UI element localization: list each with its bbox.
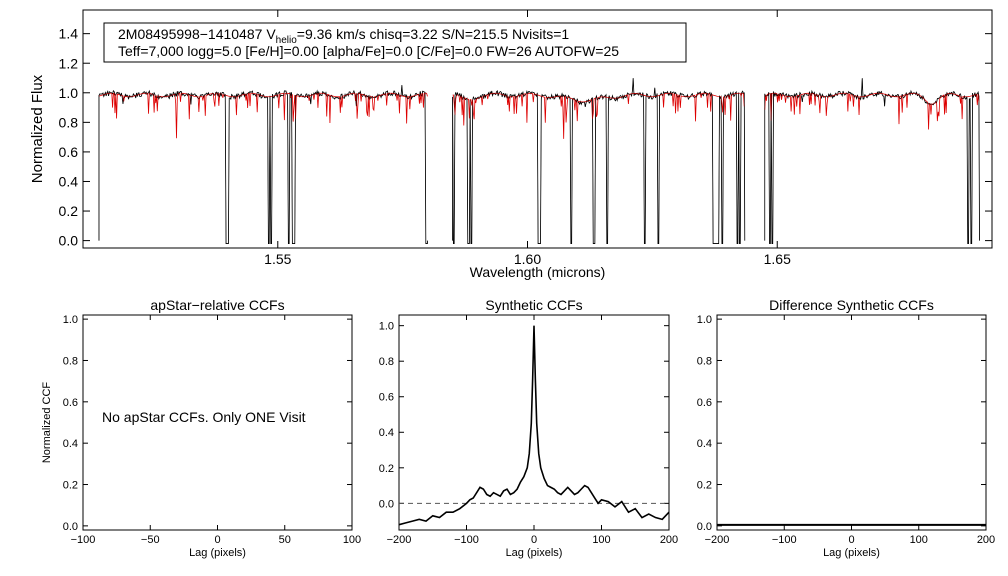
y-axis-label: Normalized Flux bbox=[29, 74, 46, 183]
x-tick-label: 50 bbox=[279, 534, 291, 546]
info-line-1: 2M08495998−1410487 Vhelio=9.36 km/s chis… bbox=[118, 26, 569, 46]
x-tick-label: 100 bbox=[343, 534, 361, 546]
y-tick-label: 0.0 bbox=[63, 521, 78, 533]
y-tick-label: 0.0 bbox=[379, 498, 394, 510]
observed-spectrum-overlay bbox=[452, 78, 746, 244]
y-tick-label: 0.0 bbox=[697, 521, 712, 533]
y-tick-label: 1.0 bbox=[63, 314, 78, 326]
info-box bbox=[103, 22, 687, 63]
x-axis-label: Wavelength (microns) bbox=[470, 264, 606, 280]
y-tick-label: 0.6 bbox=[379, 392, 394, 404]
plot-title: Synthetic CCFs bbox=[485, 297, 582, 313]
x-axis-label: Lag (pixels) bbox=[506, 547, 563, 559]
y-tick-label: 1.0 bbox=[59, 85, 79, 101]
x-axis-label: Lag (pixels) bbox=[823, 547, 880, 559]
synthetic-ccf-plot: −200 −100 0 100 200 0.0 0.2 0.4 0.6 0.8 1.0 Lag (pi… bbox=[379, 297, 678, 559]
v-value: =9.36 km/s chisq=3.22 S/N=215.5 Nvisits=… bbox=[297, 26, 570, 42]
y-tick-label: 0.6 bbox=[59, 144, 79, 160]
x-tick-label: 1.65 bbox=[764, 251, 791, 267]
x-tick-label: −100 bbox=[772, 534, 797, 546]
difference-ccf-plot: −200 −100 0 100 200 0.0 0.2 0.4 0.6 0.8 1.0 Lag (pi… bbox=[697, 297, 995, 559]
x-tick-label: 100 bbox=[910, 534, 928, 546]
x-tick-label: −50 bbox=[141, 534, 160, 546]
x-tick-label: −200 bbox=[705, 534, 730, 546]
y-tick-label: 0.2 bbox=[59, 203, 79, 219]
x-tick-label: 100 bbox=[592, 534, 610, 546]
spectrum-plot: 1.55 1.60 1.65 0.0 0.2 0.4 0.6 0.8 1.0 1.2 1.4 Wave… bbox=[29, 9, 993, 280]
y-tick-label: 0.8 bbox=[59, 114, 79, 130]
x-tick-label: 200 bbox=[977, 534, 995, 546]
model-spectrum-line bbox=[764, 92, 980, 130]
y-tick-label: 0.4 bbox=[379, 427, 394, 439]
y-tick-label: 1.4 bbox=[59, 26, 79, 42]
x-tick-label: −200 bbox=[387, 534, 412, 546]
observed-spectrum-overlay bbox=[764, 78, 980, 244]
plot-title: apStar−relative CCFs bbox=[150, 297, 284, 313]
y-tick-label: 0.4 bbox=[697, 438, 712, 450]
y-tick-label: 0.8 bbox=[697, 355, 712, 367]
v-label: V bbox=[266, 26, 276, 42]
apstar-ccf-plot: −100 −50 0 50 100 0.0 0.2 0.4 0.6 0.8 1.0 Lag (pixe… bbox=[41, 297, 361, 559]
y-tick-label: 0.4 bbox=[63, 438, 78, 450]
synthetic-ccf-line bbox=[398, 325, 670, 526]
no-ccf-annotation: No apStar CCFs. Only ONE Visit bbox=[102, 409, 306, 425]
x-tick-label: 1.55 bbox=[264, 251, 291, 267]
y-tick-label: 0.2 bbox=[63, 479, 78, 491]
plot-title: Difference Synthetic CCFs bbox=[769, 297, 934, 313]
y-tick-label: 0.6 bbox=[63, 397, 78, 409]
observed-spectrum-overlay bbox=[98, 85, 428, 244]
x-axis-label: Lag (pixels) bbox=[189, 547, 246, 559]
x-tick-label: 0 bbox=[214, 534, 220, 546]
y-tick-label: 0.2 bbox=[697, 479, 712, 491]
v-subscript: helio bbox=[276, 35, 298, 46]
y-tick-label: 1.0 bbox=[379, 321, 394, 333]
y-tick-label: 0.8 bbox=[63, 355, 78, 367]
info-line-2: Teff=7,000 logg=5.0 [Fe/H]=0.00 [alpha/F… bbox=[118, 43, 619, 59]
x-tick-label: 200 bbox=[660, 534, 678, 546]
y-tick-label: 0.4 bbox=[59, 174, 79, 190]
observed-spectrum-line bbox=[452, 78, 746, 244]
y-tick-label: 1.0 bbox=[697, 314, 712, 326]
x-tick-label: 0 bbox=[848, 534, 854, 546]
x-tick-label: 0 bbox=[531, 534, 537, 546]
model-spectrum-line bbox=[452, 92, 745, 139]
star-id: 2M08495998−1410487 bbox=[118, 26, 266, 42]
x-tick-label: −100 bbox=[71, 534, 96, 546]
y-tick-label: 0.2 bbox=[379, 463, 394, 475]
plot-frame bbox=[716, 314, 987, 531]
plot-frame bbox=[82, 9, 993, 249]
y-axis-label: Normalized CCF bbox=[41, 382, 53, 464]
y-tick-label: 0.6 bbox=[697, 397, 712, 409]
x-tick-label: −100 bbox=[454, 534, 479, 546]
y-tick-label: 0.0 bbox=[59, 233, 79, 249]
y-tick-label: 1.2 bbox=[59, 55, 79, 71]
model-spectrum-line bbox=[98, 92, 428, 139]
y-tick-label: 0.8 bbox=[379, 356, 394, 368]
x-tick-label: 1.60 bbox=[514, 251, 541, 267]
